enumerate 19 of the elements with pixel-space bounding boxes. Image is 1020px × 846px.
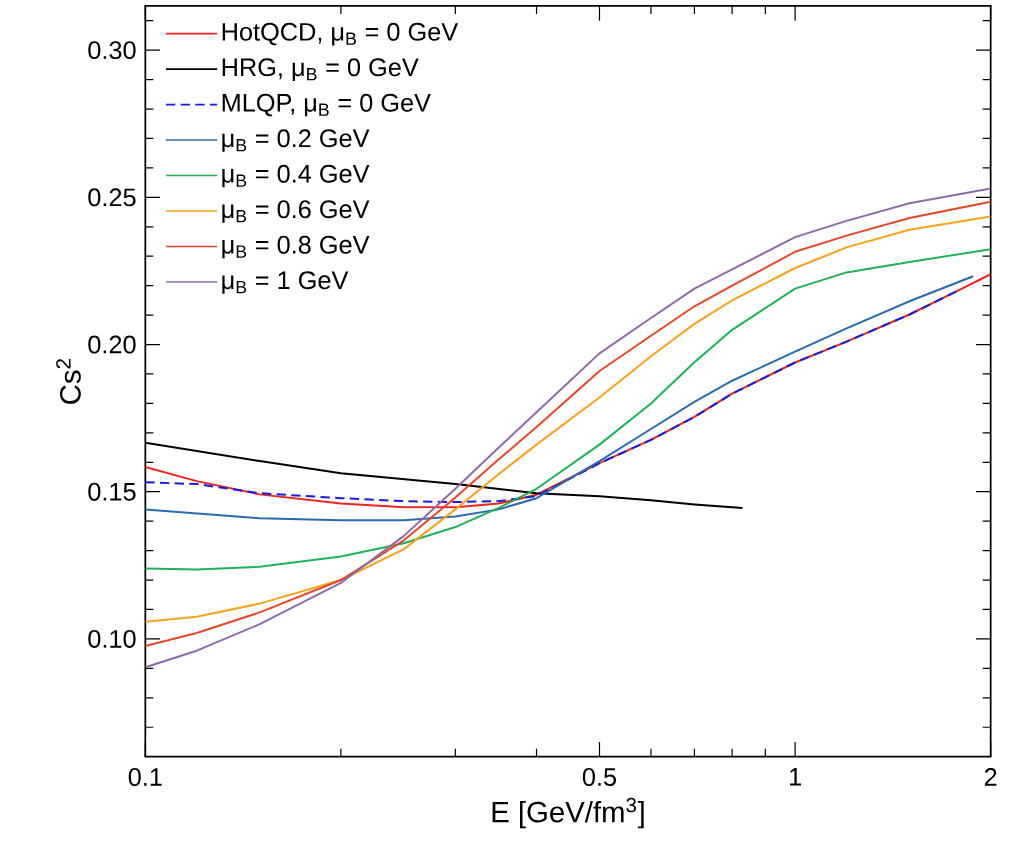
x-tick-label: 0.5 [582,768,617,786]
y-tick-label: 0.15 [88,482,136,501]
x-tick-label: 0.1 [128,768,162,786]
legend-label: MLQP, μ$_{B}$ = 0 GeV [222,93,431,117]
y-tick-label: 0.20 [88,335,136,354]
x-tick-label: 1 [789,768,801,786]
legend-label: μ$_{B}$ = 0.8 GeV [222,235,370,259]
y-tick-label: 0.10 [88,629,136,648]
legend-label: μ$_{B}$ = 1 GeV [222,271,349,294]
legend-label: μ$_{B}$ = 0.2 GeV [222,129,370,152]
x-axis-title: E [GeV/fm$^{3}$] [492,797,644,829]
y-tick-label: 0.30 [88,41,136,60]
legend-label: μ$_{B}$ = 0.4 GeV [222,164,370,188]
legend-label: HotQCD, μ$_{B}$ = 0 GeV [222,22,459,46]
y-axis-title: Cs$^{2}$ [56,359,81,404]
x-tick-label: 2 [984,768,997,786]
y-tick-label: 0.25 [88,188,136,207]
legend-label: HRG, μ$_{B}$ = 0 GeV [222,58,419,81]
legend-label: μ$_{B}$ = 0.6 GeV [222,200,370,223]
